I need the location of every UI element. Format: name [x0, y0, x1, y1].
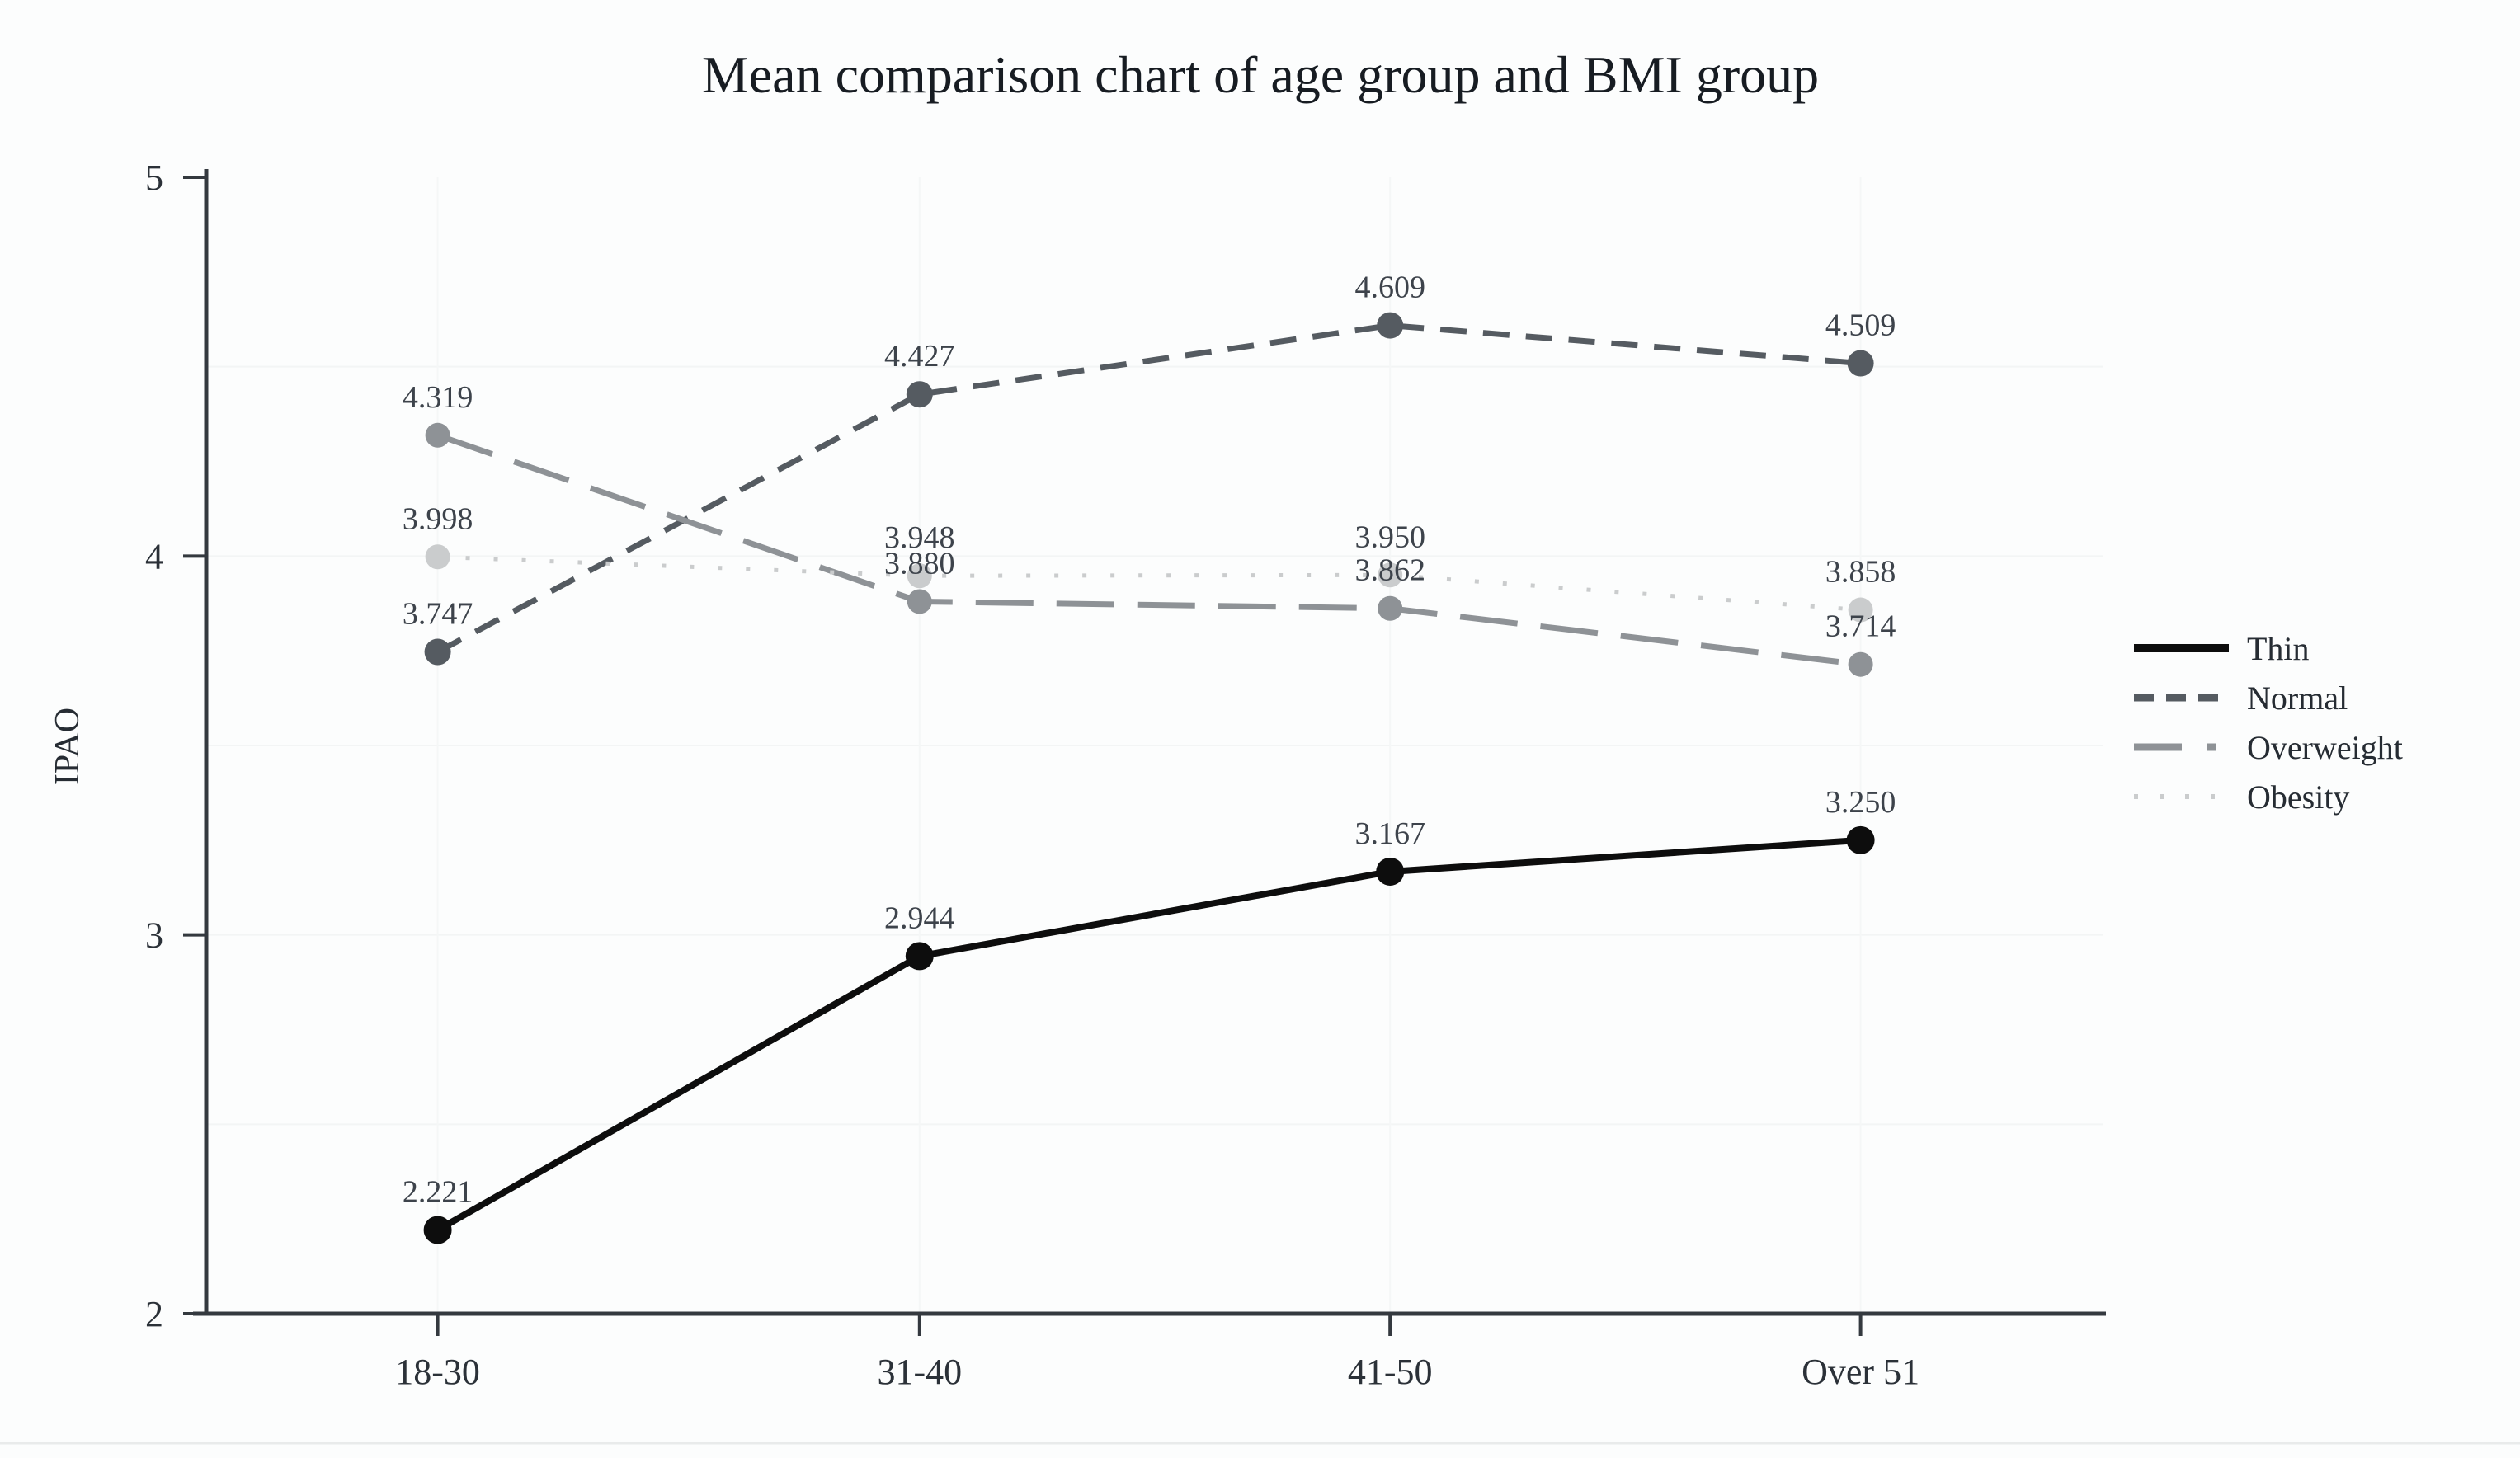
series-line-overweight	[436, 432, 1862, 668]
legend-label-normal: Normal	[2247, 680, 2348, 717]
data-point-normal	[424, 638, 451, 666]
y-tick-label: 2	[145, 1294, 163, 1334]
data-point-label-overweight: 3.714	[1825, 609, 1896, 644]
data-point-thin	[1846, 825, 1875, 854]
legend-item-obesity: Obesity	[2134, 778, 2349, 816]
data-point-label-obesity: 3.858	[1825, 555, 1896, 590]
data-point-label-thin: 2.221	[403, 1174, 473, 1209]
data-point-label-normal: 4.509	[1825, 308, 1896, 343]
data-point-thin	[1376, 857, 1405, 886]
y-axis-label: IPAO	[49, 708, 87, 785]
data-point-normal	[1377, 312, 1404, 339]
data-point-label-obesity: 3.950	[1354, 520, 1425, 554]
y-tick-label: 5	[145, 158, 163, 198]
data-point-overweight	[1848, 651, 1873, 677]
axis-ticks: 2 3 4 5 18-30 31-40 41-50 Over 51	[145, 158, 1919, 1392]
x-tick-label: 31-40	[877, 1352, 962, 1392]
series-points	[423, 312, 1875, 1244]
data-point-obesity	[1848, 597, 1873, 623]
x-tick-label: Over 51	[1802, 1352, 1919, 1392]
data-point-overweight	[1378, 595, 1403, 621]
legend-label-thin: Thin	[2247, 630, 2310, 667]
data-point-overweight	[907, 589, 932, 614]
legend-item-normal: Normal	[2134, 680, 2348, 717]
axes	[193, 169, 2106, 1316]
series-line-normal	[436, 322, 1861, 655]
data-point-label-thin: 3.250	[1825, 785, 1896, 820]
chart-title: Mean comparison chart of age group and B…	[702, 45, 1819, 104]
data-point-obesity	[1378, 562, 1403, 588]
x-tick-label: 41-50	[1348, 1352, 1433, 1392]
legend-label-obesity: Obesity	[2247, 778, 2349, 816]
data-point-label-overweight: 3.862	[1354, 553, 1425, 588]
data-point-thin	[423, 1216, 452, 1244]
data-point-overweight	[425, 422, 450, 448]
data-point-obesity	[425, 544, 450, 570]
data-point-label-thin: 2.944	[884, 901, 955, 935]
gridlines	[206, 177, 2103, 1314]
data-point-label-normal: 4.427	[884, 339, 955, 374]
data-point-label-overweight: 4.319	[403, 380, 473, 415]
series-line-obesity	[437, 554, 1861, 613]
point-labels: 2.221 2.944 3.167 3.250 3.747 4.427 4.609 4.509…	[403, 270, 1896, 1210]
legend-item-overweight: Overweight	[2134, 729, 2403, 766]
data-point-label-normal: 4.609	[1354, 270, 1425, 305]
data-point-thin	[905, 942, 934, 971]
data-point-label-obesity: 3.948	[884, 520, 955, 555]
y-tick-label: 4	[145, 536, 163, 576]
data-point-label-normal: 3.747	[403, 597, 473, 632]
data-point-label-overweight: 3.880	[884, 546, 955, 581]
series-lines	[436, 322, 1862, 1233]
x-tick-label: 18-30	[395, 1352, 480, 1392]
legend-label-overweight: Overweight	[2247, 729, 2403, 766]
series-line-thin	[436, 836, 1861, 1233]
legend: Thin Normal Overweight Obesity	[2134, 630, 2403, 816]
data-point-label-obesity: 3.998	[403, 501, 473, 536]
data-point-normal	[906, 381, 933, 408]
legend-item-thin: Thin	[2134, 630, 2310, 667]
data-point-obesity	[907, 563, 932, 589]
data-point-normal	[1847, 350, 1874, 377]
data-point-label-thin: 3.167	[1354, 816, 1425, 851]
y-tick-label: 3	[145, 915, 163, 956]
